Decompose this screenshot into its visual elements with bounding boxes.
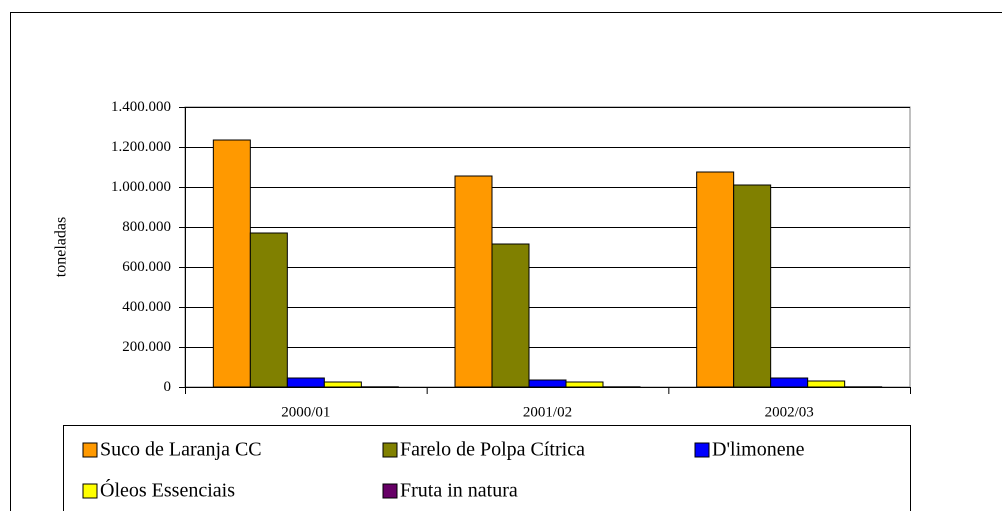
bar [808,381,845,387]
y-tick-label: 0 [164,379,172,395]
y-tick-label: 200.000 [122,339,171,355]
bar [566,382,603,387]
plot-area [185,107,910,387]
legend-label: Suco de Laranja CC [100,439,262,461]
legend-swatch [83,484,97,498]
bar [287,378,324,387]
legend-label: Óleos Essenciais [100,478,235,502]
y-axis-label: toneladas [53,217,70,277]
legend-swatch [383,484,397,498]
bar [734,185,771,387]
bar [771,378,808,387]
bar [250,233,287,387]
bar [529,380,566,387]
x-tick-label: 2002/03 [765,404,814,420]
bar [455,176,492,387]
legend-swatch [383,443,397,457]
y-tick-label: 1.200.000 [111,139,171,155]
legend-swatch [695,443,709,457]
y-tick-label: 800.000 [122,219,171,235]
bar [492,244,529,387]
legend-label: D'limonene [712,439,805,461]
x-tick-label: 2001/02 [523,404,572,420]
legend-label: Fruta in natura [400,480,518,502]
y-tick-label: 1.400.000 [111,99,171,115]
bar [697,172,734,387]
y-tick-label: 1.000.000 [111,179,171,195]
bar [324,382,361,387]
legend-swatch [83,443,97,457]
legend-label: Farelo de Polpa Cítrica [400,439,585,461]
y-tick-label: 600.000 [122,259,171,275]
x-tick-label: 2000/01 [281,404,330,420]
y-tick-label: 400.000 [122,299,171,315]
bar [213,140,250,387]
